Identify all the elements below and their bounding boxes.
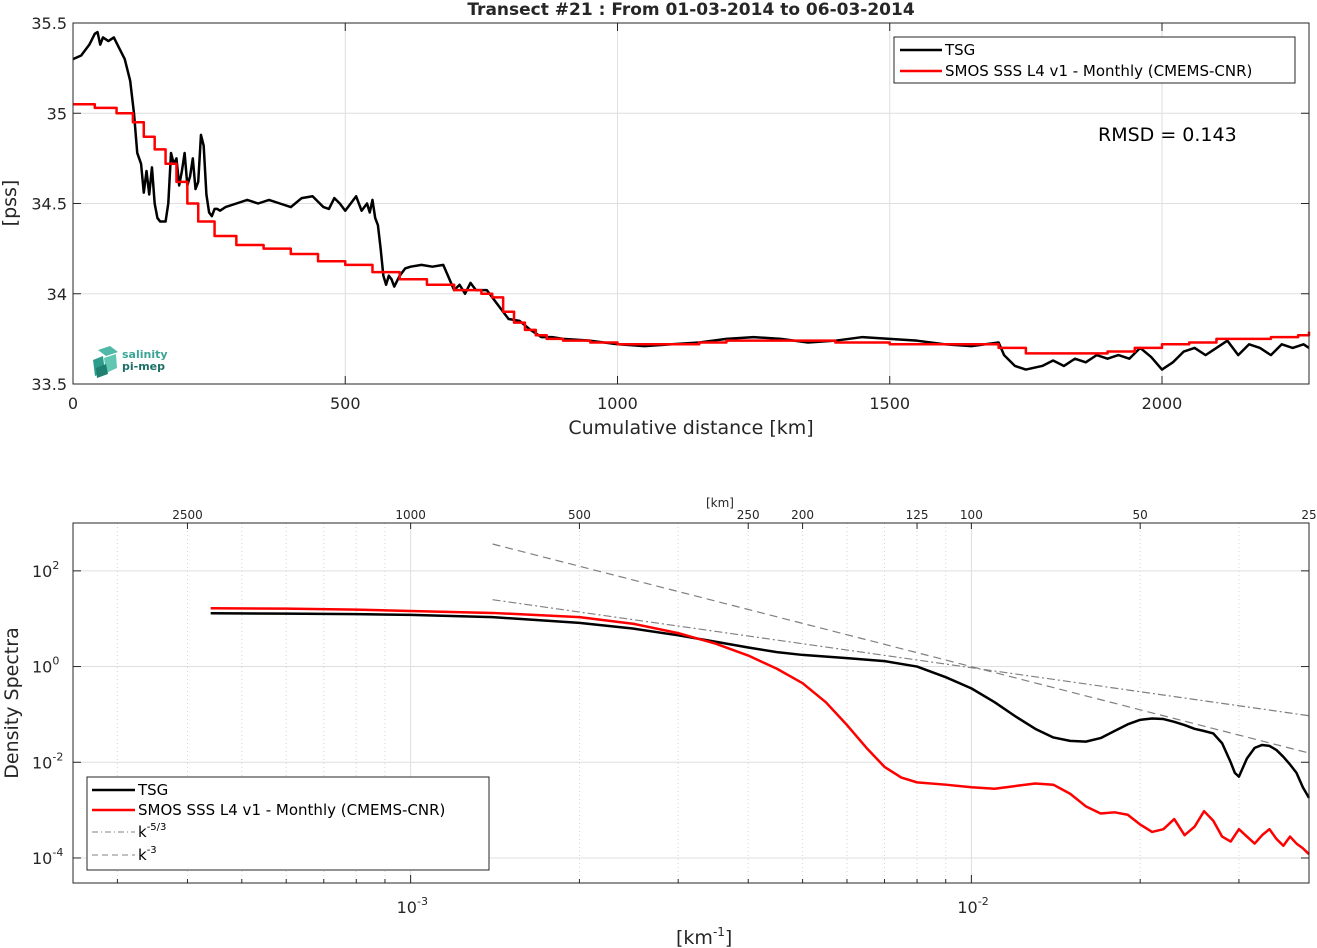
bottom-legend-k3-label: k-3 — [138, 845, 157, 864]
bottom-legend-k53-label: k-5/3 — [138, 822, 166, 841]
top-km-tick-label: 25 — [1301, 508, 1316, 522]
top-series-line-tsg — [72, 30, 1310, 371]
top-km-tick-label: 500 — [568, 508, 591, 522]
top-y-tick-label: 33.5 — [31, 375, 67, 394]
k53-exponent: -5/3 — [147, 822, 167, 833]
logo-text-line2: pi-mep — [122, 360, 165, 373]
bottom-chart: 10-3 10-2 10-4 10-2 100 102 2500 1000 500 250 200 1… — [1, 496, 1317, 948]
bottom-series — [210, 543, 1311, 856]
top-legend-tsg-label: TSG — [944, 41, 975, 59]
bottom-y-tick-label: 102 — [32, 559, 59, 581]
k53-base: k — [138, 823, 147, 841]
bottom-y-axis-label: Density Spectra — [1, 627, 23, 778]
top-series-line-smos — [73, 102, 1311, 355]
logo-cube-icon — [93, 346, 118, 378]
bottom-series-line-k53 — [492, 599, 1310, 717]
top-series — [72, 30, 1311, 371]
bottom-x-axis-label: [km-1] — [676, 925, 732, 948]
top-axis-label-km: [km] — [706, 496, 734, 510]
rmsd-annotation: RMSD = 0.143 — [1098, 124, 1237, 146]
top-x-tick-label: 1500 — [869, 394, 910, 413]
top-x-tick-label: 2000 — [1142, 394, 1183, 413]
bottom-tick-labels: 10-3 10-2 10-4 10-2 100 102 2500 1000 500 250 200 1… — [32, 508, 1317, 917]
top-y-tick-label: 35 — [47, 104, 67, 123]
bottom-legend-tsg-label: TSG — [137, 781, 168, 799]
top-y-tick-label: 34.5 — [31, 195, 67, 214]
top-x-tick-label: 0 — [68, 394, 78, 413]
bottom-x-tick-label: 10-2 — [957, 895, 988, 917]
k3-base: k — [138, 846, 147, 864]
bottom-y-tick-label: 10-4 — [32, 846, 63, 868]
top-km-tick-label: 2500 — [172, 508, 203, 522]
top-chart: 0 500 1000 1500 2000 33.5 34 34.5 35 35.5 Transec… — [0, 0, 1311, 439]
top-km-tick-label: 50 — [1133, 508, 1148, 522]
bottom-y-tick-label: 10-2 — [32, 750, 63, 772]
bottom-series-line-smos — [210, 607, 1310, 856]
logo-text-line1: salinity — [122, 348, 168, 361]
top-chart-title: Transect #21 : From 01-03-2014 to 06-03-… — [467, 0, 915, 20]
top-km-tick-label: 100 — [960, 508, 983, 522]
top-km-tick-label: 125 — [906, 508, 929, 522]
top-km-tick-label: 1000 — [395, 508, 426, 522]
top-legend-smos-label: SMOS SSS L4 v1 - Monthly (CMEMS-CNR) — [945, 62, 1252, 80]
bottom-series-line-tsg — [210, 612, 1311, 799]
salinity-pi-mep-logo: salinity pi-mep — [93, 346, 168, 378]
top-x-tick-label: 500 — [330, 394, 361, 413]
bottom-plot-frame — [72, 522, 1310, 884]
bottom-y-tick-label: 100 — [32, 655, 59, 677]
top-x-tick-label: 1000 — [597, 394, 638, 413]
bottom-legend-smos-label: SMOS SSS L4 v1 - Monthly (CMEMS-CNR) — [138, 801, 445, 819]
top-tick-labels: 0 500 1000 1500 2000 33.5 34 34.5 35 35.5 — [31, 14, 1309, 413]
top-x-axis-label: Cumulative distance [km] — [568, 417, 813, 439]
bottom-legend-box — [86, 776, 490, 871]
top-legend: TSG SMOS SSS L4 v1 - Monthly (CMEMS-CNR) — [893, 36, 1296, 84]
top-km-tick-label: 250 — [737, 508, 760, 522]
bottom-series-line-k3 — [492, 543, 1310, 754]
bottom-legend: TSG SMOS SSS L4 v1 - Monthly (CMEMS-CNR)… — [86, 776, 490, 871]
top-legend-box — [893, 36, 1296, 84]
k3-exponent: -3 — [147, 845, 157, 856]
top-y-tick-label: 35.5 — [31, 14, 67, 33]
top-y-tick-label: 34 — [47, 285, 67, 304]
top-km-tick-label: 200 — [791, 508, 814, 522]
bottom-x-tick-label: 10-3 — [397, 895, 428, 917]
top-y-axis-label: [pss] — [0, 180, 21, 227]
